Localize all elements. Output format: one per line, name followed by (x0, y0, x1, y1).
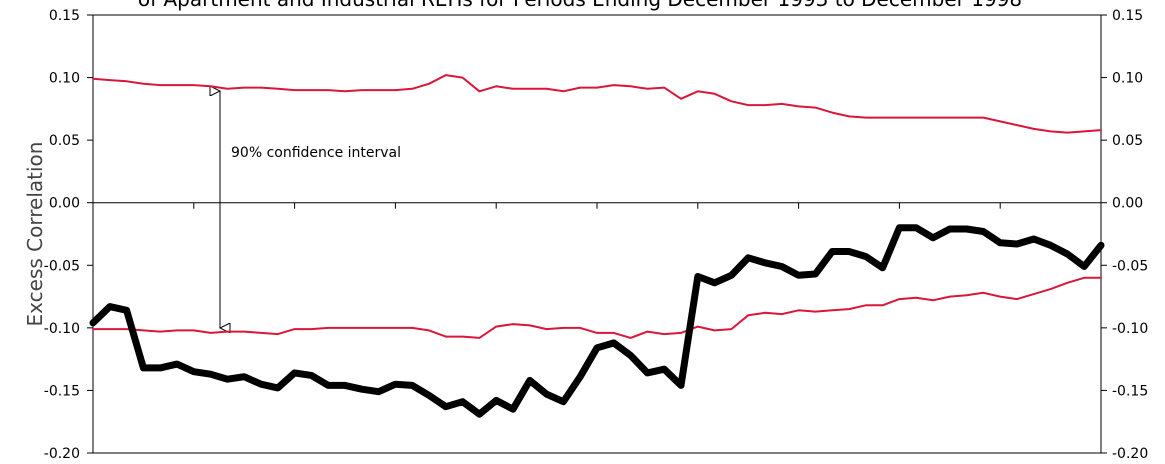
series-group (89, 74, 1105, 418)
y-tick-label-right: 0.05 (1112, 133, 1143, 149)
y-tick-label-right: -0.15 (1112, 383, 1148, 399)
y-tick-label-left: 0.15 (49, 8, 80, 24)
excess-correlation-line (89, 224, 1105, 418)
y-tick-label-right: -0.05 (1112, 258, 1148, 274)
upper-confidence-line (92, 74, 1102, 134)
y-tick-label-right: 0.00 (1112, 196, 1143, 212)
y-tick-label-right: 0.15 (1112, 8, 1143, 24)
y-tick-label-left: 0.05 (49, 133, 80, 149)
y-tick-label-right: -0.20 (1112, 446, 1148, 462)
y-tick-label-left: 0.10 (49, 71, 80, 87)
chart-title: of Apartment and Industrial REITs for Pe… (138, 0, 1022, 11)
y-tick-label-right: -0.10 (1112, 321, 1148, 337)
tick-marks (87, 14, 1107, 454)
y-tick-label-left: -0.15 (44, 383, 80, 399)
y-tick-label-left: -0.10 (44, 321, 80, 337)
y-tick-label-left: -0.20 (44, 446, 80, 462)
y-tick-labels: 0.15 0.15 0.10 0.10 0.05 0.05 0.00 0.00 -0.05 -0.… (44, 8, 1148, 462)
plot-frame (92, 14, 1102, 454)
confidence-interval-label: 90% confidence interval (231, 145, 401, 161)
y-tick-label-left: 0.00 (49, 196, 80, 212)
y-tick-label-left: -0.05 (44, 258, 80, 274)
y-axis-label: Excess Correlation (23, 142, 47, 327)
y-tick-label-right: 0.10 (1112, 71, 1143, 87)
lower-confidence-line (92, 276, 1102, 339)
